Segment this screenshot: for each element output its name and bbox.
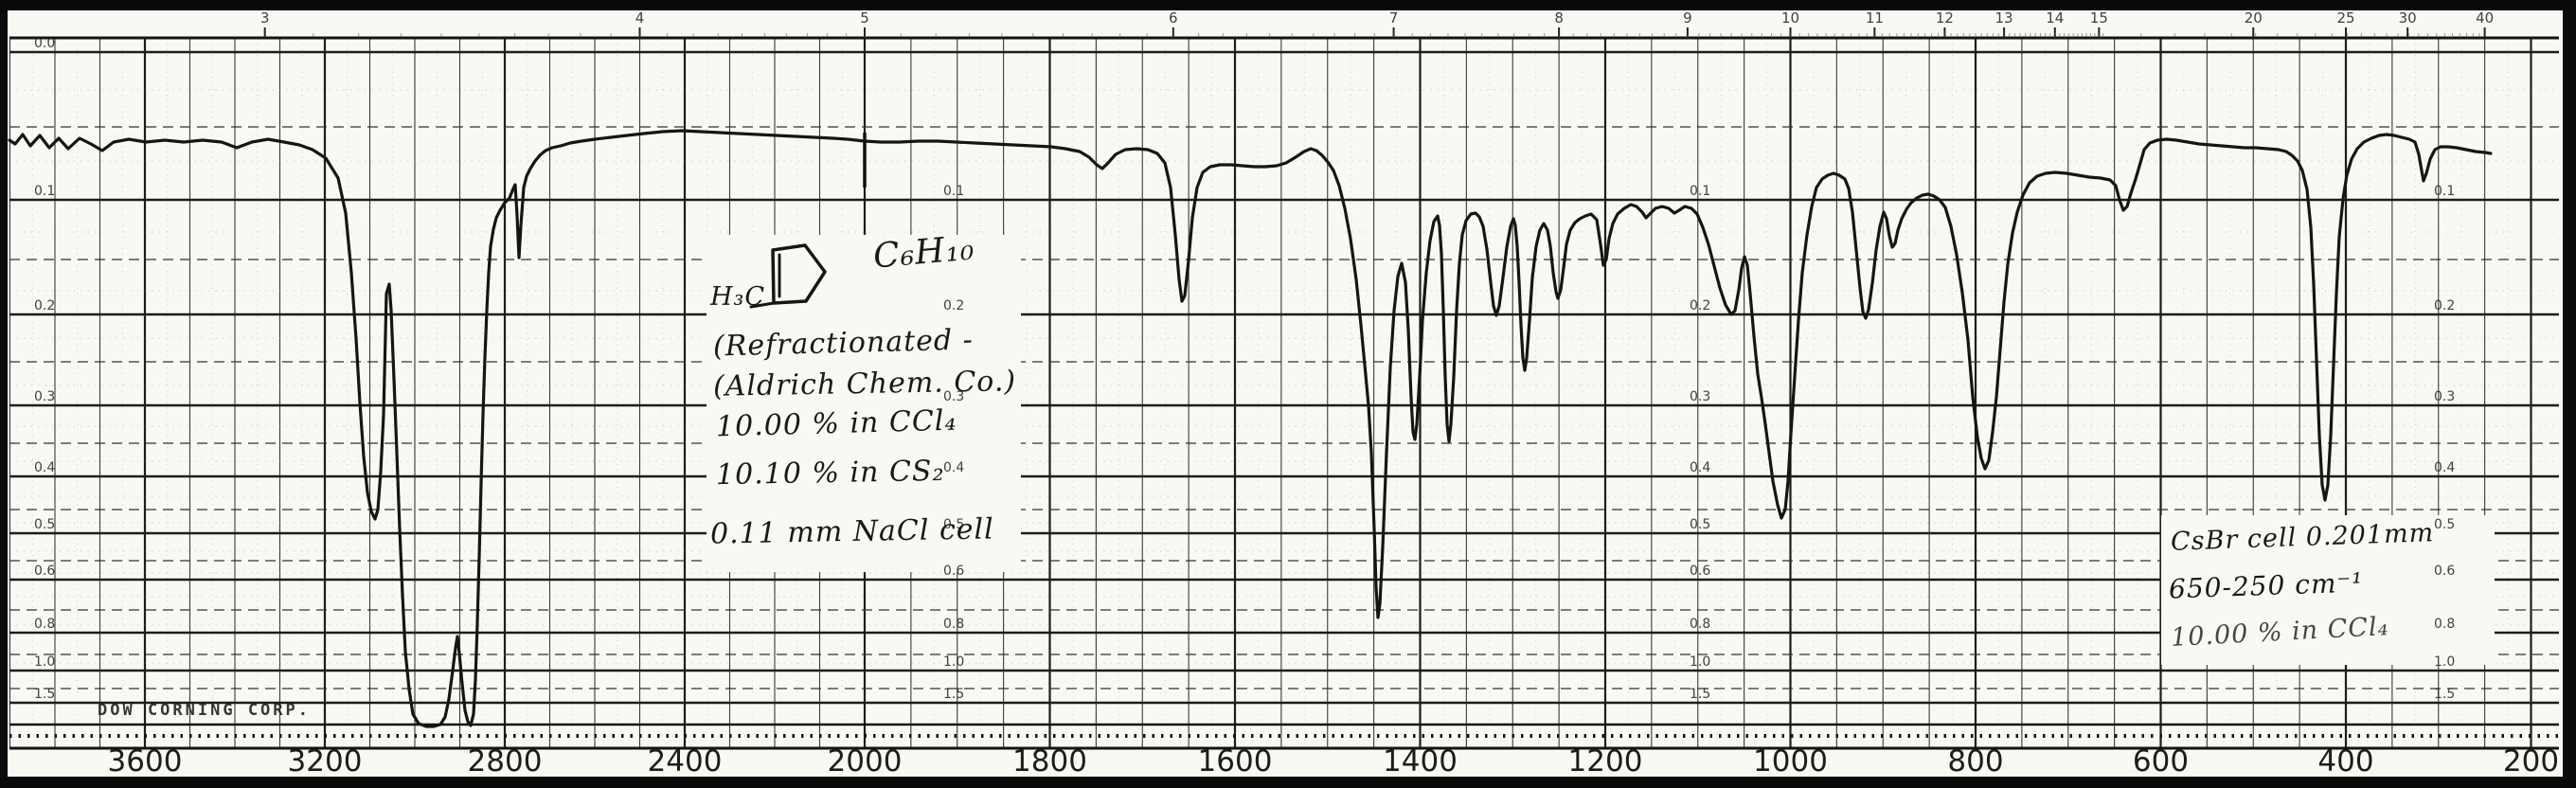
micron-label: 15: [2090, 9, 2108, 27]
wavenumber-label: 2400: [648, 744, 723, 779]
sample-note-line2: (Aldrich Chem. Co.): [712, 365, 1017, 403]
absorbance-label: 0.3: [34, 389, 55, 404]
handwriting-patch-layer: [707, 235, 2495, 665]
wavenumber-label: 1400: [1383, 744, 1458, 779]
micron-label: 4: [635, 9, 645, 27]
grid-layer: [9, 36, 2559, 750]
molecule-structure-drawing: [749, 243, 827, 309]
axis-label-layer: 0.0 0.1 0.2 0.3 0.4 0.5 0.6 0.8 1.0 1.5 0.1 0.2 0.3 0…: [34, 9, 2559, 779]
absorbance-label: 0.4: [34, 460, 55, 475]
right-border: [2563, 0, 2576, 788]
absorbance-label: 0.8: [2434, 617, 2455, 632]
handwriting-patch: [707, 235, 1021, 572]
absorbance-label: 0.6: [1690, 564, 1710, 579]
absorbance-label: 0.1: [943, 184, 964, 199]
micron-label: 8: [1554, 9, 1564, 27]
wavenumber-label: 1200: [1568, 744, 1643, 779]
left-border: [0, 0, 8, 788]
absorbance-label: 0.3: [2434, 389, 2455, 404]
absorbance-label: 1.5: [34, 687, 55, 702]
absorbance-label: 1.0: [2434, 654, 2455, 670]
absorbance-label: 0.6: [34, 564, 55, 579]
micron-label: 5: [860, 9, 869, 27]
micron-label: 25: [2336, 9, 2354, 27]
absorbance-label: 0.4: [2434, 460, 2455, 475]
micron-label: 6: [1169, 9, 1178, 27]
absorbance-label: 0.4: [943, 460, 964, 475]
absorbance-label: 0.5: [34, 517, 55, 532]
wavenumber-label: 3600: [108, 744, 183, 779]
absorbance-label: 0.6: [943, 564, 964, 579]
absorbance-label: 1.5: [943, 687, 964, 702]
micron-label: 14: [2046, 9, 2064, 27]
absorbance-label: 0.8: [943, 617, 964, 632]
absorbance-label: 0.8: [34, 617, 55, 632]
absorbance-label: 0.3: [1690, 389, 1710, 404]
spectrum-trace: [8, 129, 2493, 728]
micron-label: 9: [1683, 9, 1692, 27]
absorbance-label: 0.2: [34, 298, 55, 313]
sample-note-line1: (Refractionated -: [712, 323, 975, 364]
wavenumber-label: 2800: [468, 744, 543, 779]
absorbance-label: 0.6: [2434, 564, 2455, 579]
absorbance-label: 0.3: [943, 389, 964, 404]
absorbance-label: 1.5: [2434, 687, 2455, 702]
dow-corning-stamp: DOW CORNING CORP.: [98, 701, 311, 720]
micron-label: 12: [1936, 9, 1954, 27]
micron-label: 30: [2399, 9, 2417, 27]
micron-label: 40: [2476, 9, 2494, 27]
absorbance-label: 0.1: [2434, 184, 2455, 199]
absorbance-label: 1.0: [34, 654, 55, 670]
wavenumber-label: 1800: [1012, 744, 1087, 779]
sample-note-line4: 10.10 % in CS₂: [715, 454, 945, 492]
absorbance-label: 0.2: [943, 298, 964, 313]
micron-label: 7: [1389, 9, 1399, 27]
wavenumber-label: 1600: [1198, 744, 1273, 779]
wavenumber-label: 3200: [288, 744, 363, 779]
absorbance-label: 0.1: [34, 184, 55, 199]
bottom-border: [0, 777, 2576, 788]
absorbance-label: 1.5: [1690, 687, 1710, 702]
wavenumber-label: 800: [1947, 744, 2003, 779]
absorbance-label: 0.5: [2434, 517, 2455, 532]
micron-label: 13: [1995, 9, 2013, 27]
wavenumber-label: 2000: [828, 744, 903, 779]
micron-label: 20: [2245, 9, 2263, 27]
micron-label: 10: [1781, 9, 1799, 27]
wavenumber-label: 200: [2503, 744, 2559, 779]
absorbance-label: 0.5: [1690, 517, 1710, 532]
absorbance-label: 1.0: [1690, 654, 1710, 670]
methyl-bond: [749, 301, 776, 309]
absorbance-label: 0.2: [1690, 298, 1710, 313]
cyclopentene-ring: [771, 243, 827, 305]
h3c-label: H₃C: [710, 282, 766, 312]
absorbance-label: 0.2: [2434, 298, 2455, 313]
wavenumber-label: 600: [2133, 744, 2189, 779]
absorbance-label: 1.0: [943, 654, 964, 670]
absorbance-label: 0.5: [943, 517, 964, 532]
handwriting-patch: [2161, 515, 2495, 665]
trace-layer: [8, 129, 2493, 728]
absorbance-label: 0.8: [1690, 617, 1710, 632]
absorbance-label: 0.4: [1690, 460, 1710, 475]
wavenumber-label: 400: [2317, 744, 2373, 779]
sample-note-line3: 10.00 % in CCl₄: [715, 403, 957, 444]
absorbance-label: 0.1: [1690, 184, 1710, 199]
wavenumber-label: 1000: [1753, 744, 1828, 779]
sample-note-line5: 0.11 mm NaCl cell: [709, 512, 995, 551]
micron-label: 3: [260, 9, 270, 27]
micron-label: 11: [1866, 9, 1884, 27]
top-border: [0, 0, 2576, 10]
absorbance-label: 0.0: [34, 36, 55, 51]
